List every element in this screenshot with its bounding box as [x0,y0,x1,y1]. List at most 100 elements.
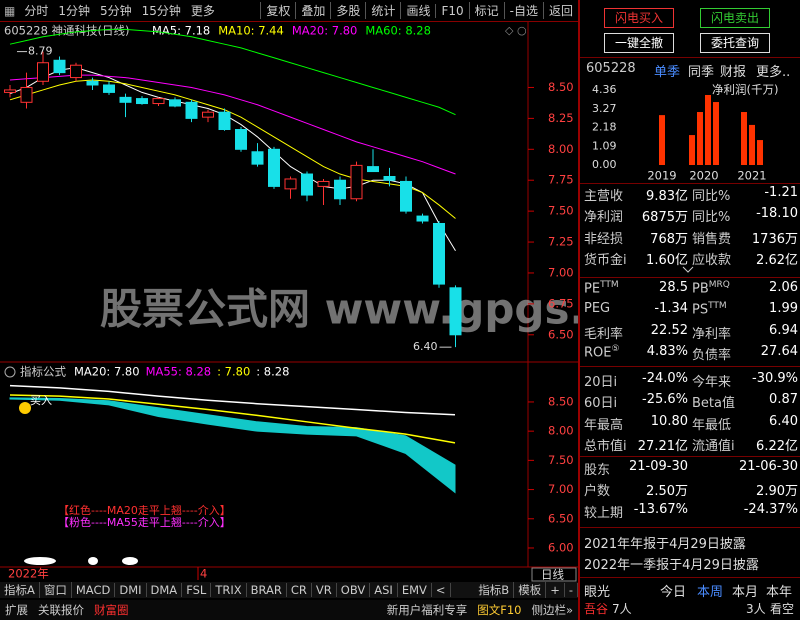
formula-note: 【粉色----MA55走平上翘----介入】 [58,515,231,529]
sentiment-header[interactable]: 本周 [697,585,724,600]
indicator-tab[interactable]: TRIX [211,583,247,597]
time-label: 4 [200,567,207,581]
finance-tab[interactable]: 同季 [688,65,715,80]
y-tick-label: 0.00 [592,158,617,171]
period-button[interactable]: 1分钟 [58,4,90,18]
finance-tab[interactable]: 单季 [654,65,681,80]
tool-button[interactable]: 复权 [260,2,295,19]
trade-button[interactable]: 一键全撤 [604,33,674,53]
metric-label: 总市值i [584,438,627,454]
tool-button[interactable]: 叠加 [295,2,330,19]
period-button[interactable]: 5分钟 [100,4,132,18]
y-tick-label: 8.00 [548,424,574,438]
metric-label: 股东 [584,463,611,478]
sentiment-header[interactable]: 本年 [766,585,793,600]
trade-button[interactable]: 闪电卖出 [700,8,770,28]
formula-note: 【红色----MA20走平上翘----介入】 [58,503,231,517]
indicator-tab[interactable]: VR [312,583,337,597]
indicator-tab[interactable]: 模板 [514,582,547,598]
indicator-tab[interactable]: CR [287,583,312,597]
sentiment-value: 7人 [612,602,632,616]
indicator-tab[interactable]: 指标B [474,582,515,598]
menu-icon[interactable]: ▦ [4,3,16,18]
low-annotation: 6.40 [413,340,438,353]
period-button[interactable]: 更多 [190,4,215,18]
metric-name: PB [692,281,709,297]
expand-chevron[interactable] [682,266,694,274]
indicator-tab[interactable]: < [432,583,451,597]
metric-value: 6.94 [769,322,798,338]
status-left: 扩展 关联报价 财富圈 [0,602,134,618]
indicator-tab[interactable]: 指标A [0,582,40,598]
indicator-tab[interactable]: OBV [337,583,371,597]
candle-body [20,86,33,103]
finance-tab[interactable]: 更多.. [756,65,791,80]
metric-label: 今年来 [692,375,732,390]
finance-tab[interactable]: 财报 [720,65,747,80]
metric-label: 净利润 [584,210,624,226]
metric-value: -25.6% [642,392,688,408]
metric-value: 4.83% [646,343,688,359]
indicator-tab[interactable]: 窗口 [40,582,72,598]
tool-button[interactable]: 统计 [365,2,400,19]
status-item[interactable]: 关联报价 [38,603,84,617]
metric-value: -24.37% [743,501,798,517]
metric-label: 年最高 [584,417,624,433]
metric-value: 2.06 [769,280,798,295]
indicator-tab[interactable]: - [565,583,578,597]
window-icons[interactable]: ◇ ○ [505,24,527,37]
status-item[interactable]: 扩展 [5,603,28,617]
sentiment-header[interactable]: 本月 [732,585,759,600]
y-tick-label: 8.50 [548,394,574,408]
status-bar: 扩展 关联报价 财富圈 新用户福利专享 图文F10 侧边栏» [0,600,578,620]
candle-body [169,99,181,107]
period-button[interactable]: 15分钟 [141,4,181,18]
indicator-tab[interactable]: + [546,583,565,597]
separator [580,527,800,528]
trade-button[interactable]: 委托查询 [700,33,770,53]
scroll-dots [24,557,138,565]
indicator-tab[interactable]: DMA [147,583,183,597]
metric-value: -24.0% [642,371,688,386]
metric-superscript: ⑤ [611,343,620,354]
tool-button[interactable]: -自选 [503,2,543,19]
indicator-line [9,384,456,416]
tool-button[interactable]: 多股 [330,2,365,19]
status-item[interactable]: 财富圈 [94,603,129,617]
tool-button[interactable]: 画线 [400,2,435,19]
indicator-tab[interactable]: EMV [398,583,432,597]
disclosure: 2022年一季报于4月29日披露 [584,558,759,573]
ma-line [9,74,456,175]
trade-button[interactable]: 闪电买入 [604,8,674,28]
indicator-tab[interactable]: BRAR [247,583,287,597]
tool-button[interactable]: F10 [435,3,468,18]
tool-button[interactable]: 标记 [468,2,504,19]
signal-icon [19,402,31,414]
status-item[interactable]: 侧边栏» [531,603,573,617]
y-tick-label: 8.00 [548,142,574,156]
tool-button[interactable]: 返回 [542,2,578,19]
indicator-tab[interactable]: DMI [115,583,147,597]
status-item[interactable]: 新用户福利专享 [386,603,468,617]
y-tick-label: 2.18 [592,121,617,134]
metric-value: 10.80 [650,413,688,429]
indicator-tab[interactable]: MACD [72,583,116,597]
period-button[interactable]: 分时 [24,4,49,18]
candle-body [202,111,214,118]
indicator-tab[interactable]: ASI [370,583,398,597]
indicator-tab[interactable]: FSL [182,583,212,597]
candle-body [70,64,82,79]
pane-icon[interactable] [4,366,16,378]
candle-body [416,215,429,222]
status-item[interactable]: 图文F10 [477,603,522,617]
x-tick-label: 2021 [737,169,766,183]
metric-label: 流通值i [692,438,735,454]
metric-label: ROE⑤ [584,344,620,360]
metric-label: 非经损 [584,231,624,247]
candle-body [449,287,462,336]
sentiment-header[interactable]: 今日 [660,585,687,600]
stock-code: 605228 [586,61,636,76]
chart-background [0,0,578,620]
metric-value: 27.21亿 [637,438,688,454]
candle-body [235,129,247,150]
